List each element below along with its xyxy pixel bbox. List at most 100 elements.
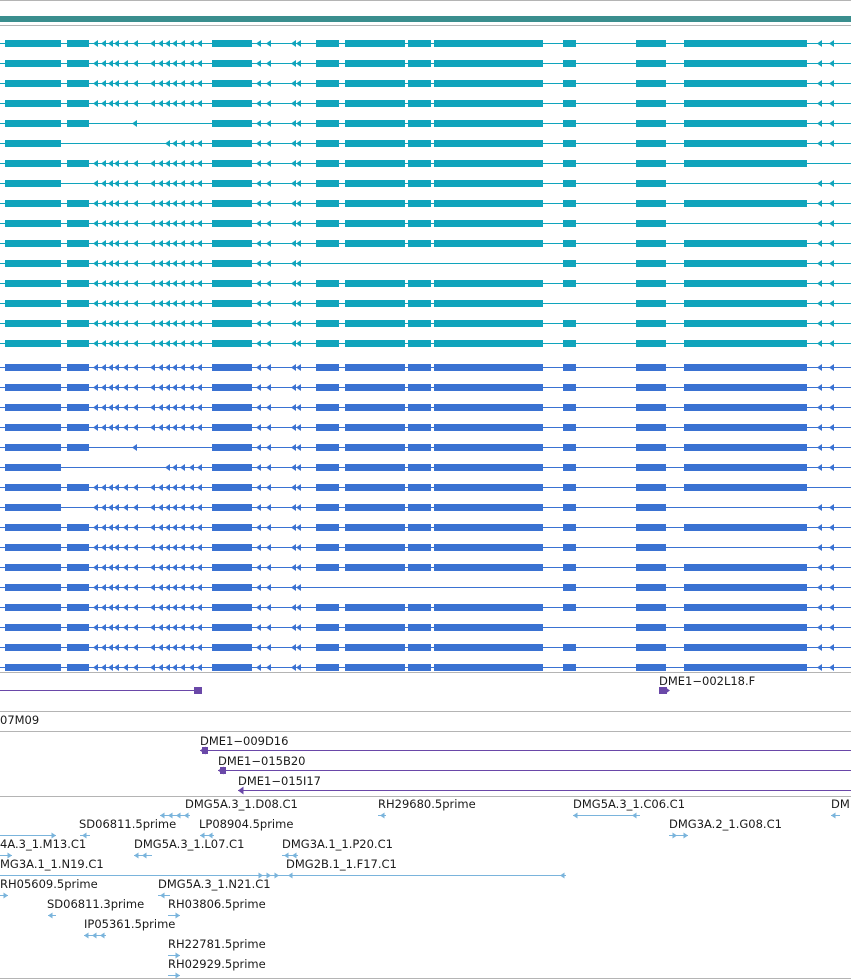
strand-arrow	[158, 524, 163, 531]
exon	[345, 624, 405, 631]
exon	[684, 280, 807, 287]
strand-arrow	[165, 340, 170, 347]
strand-arrow	[158, 424, 163, 431]
strand-arrow	[93, 80, 98, 87]
clone-label-dme1-002l18[interactable]: DME1−002L18.F	[659, 674, 755, 688]
exon	[67, 544, 89, 551]
strand-arrow	[165, 604, 170, 611]
exon	[212, 604, 252, 611]
est-label[interactable]: 4A.3_1.M13.C1	[0, 837, 86, 851]
exon	[434, 524, 543, 531]
strand-arrow	[266, 504, 271, 511]
exon	[408, 644, 431, 651]
clone-label-dme1-015b20[interactable]: DME1−015B20	[218, 754, 305, 768]
exon	[636, 200, 666, 207]
strand-arrow	[123, 424, 128, 431]
exon	[345, 100, 405, 107]
exon	[408, 200, 431, 207]
strand-arrow	[165, 300, 170, 307]
est-label[interactable]: SD06811.5prime	[79, 817, 176, 831]
exon	[67, 120, 89, 127]
strand-arrow	[189, 644, 194, 651]
exon	[345, 340, 405, 347]
strand-arrow	[101, 300, 106, 307]
exon	[434, 220, 543, 227]
strand-arrow	[189, 424, 194, 431]
exon	[316, 464, 339, 471]
clone-label-dme1-009d16[interactable]: DME1−009D16	[200, 734, 288, 748]
exon	[408, 140, 431, 147]
strand-arrow	[101, 644, 106, 651]
strand-arrow	[165, 220, 170, 227]
strand-arrow	[189, 180, 194, 187]
strand-arrow	[101, 604, 106, 611]
exon	[67, 200, 89, 207]
exon	[408, 604, 431, 611]
exon	[316, 544, 339, 551]
strand-arrow	[114, 180, 119, 187]
strand-arrow	[829, 364, 834, 371]
strand-arrow	[114, 604, 119, 611]
exon	[408, 180, 431, 187]
strand-arrow	[291, 384, 296, 391]
est-arrow	[672, 832, 677, 839]
est-label[interactable]: DMG5A.3_1.N21.C1	[158, 877, 271, 891]
est-label[interactable]: DMG5A.3_1.D08.C1	[185, 797, 298, 811]
exon	[563, 140, 576, 147]
exon	[67, 424, 89, 431]
strand-arrow	[165, 260, 170, 267]
strand-arrow	[817, 140, 822, 147]
strand-arrow	[133, 604, 138, 611]
strand-arrow	[172, 664, 177, 671]
strand-arrow	[256, 504, 261, 511]
est-feature	[160, 812, 190, 819]
strand-arrow	[123, 300, 128, 307]
exon	[5, 604, 61, 611]
est-label[interactable]: IP05361.5prime	[84, 917, 175, 931]
strand-arrow	[93, 484, 98, 491]
est-label[interactable]: DMG5A.3_1.L07.C1	[134, 837, 244, 851]
clone-label-07m09[interactable]: 07M09	[0, 713, 39, 727]
transcript-model	[0, 280, 851, 287]
exon	[434, 404, 543, 411]
est-label[interactable]: DMG2B.1_1.F17.C1	[286, 857, 397, 871]
est-label[interactable]: MG3A.1_1.N19.C1	[0, 857, 104, 871]
strand-arrow	[93, 664, 98, 671]
est-label[interactable]: RH05609.5prime	[0, 877, 98, 891]
strand-arrow	[829, 464, 834, 471]
strand-arrow	[256, 60, 261, 67]
est-label[interactable]: DMG5A.3_1.C06.C1	[573, 797, 685, 811]
exon	[636, 364, 666, 371]
strand-arrow	[114, 544, 119, 551]
exon	[408, 320, 431, 327]
exon	[345, 504, 405, 511]
est-feature	[0, 852, 12, 859]
est-label[interactable]: RH02929.5prime	[168, 957, 266, 971]
exon	[434, 240, 543, 247]
est-label[interactable]: SD06811.3prime	[47, 897, 144, 911]
est-label[interactable]: RH03806.5prime	[168, 897, 266, 911]
est-label[interactable]: DM	[831, 797, 850, 811]
strand-arrow	[266, 404, 271, 411]
exon	[636, 300, 666, 307]
clone-label-dme1-015i17[interactable]: DME1−015I17	[238, 774, 321, 788]
exon	[636, 664, 666, 671]
est-label[interactable]: DMG3A.2_1.G08.C1	[669, 817, 782, 831]
exon	[408, 220, 431, 227]
strand-arrow	[108, 280, 113, 287]
strand-arrow	[296, 664, 301, 671]
strand-arrow	[114, 564, 119, 571]
strand-arrow	[829, 60, 834, 67]
est-label[interactable]: LP08904.5prime	[199, 817, 293, 831]
est-label[interactable]: DMG3A.1_1.P20.C1	[282, 837, 393, 851]
strand-arrow	[93, 100, 98, 107]
est-arrow	[175, 972, 180, 979]
exon	[408, 664, 431, 671]
strand-arrow	[829, 504, 834, 511]
est-label[interactable]: RH29680.5prime	[378, 797, 476, 811]
exon	[434, 60, 543, 67]
strand-arrow	[108, 260, 113, 267]
est-label[interactable]: RH22781.5prime	[168, 937, 266, 951]
strand-arrow	[817, 424, 822, 431]
exon	[636, 280, 666, 287]
